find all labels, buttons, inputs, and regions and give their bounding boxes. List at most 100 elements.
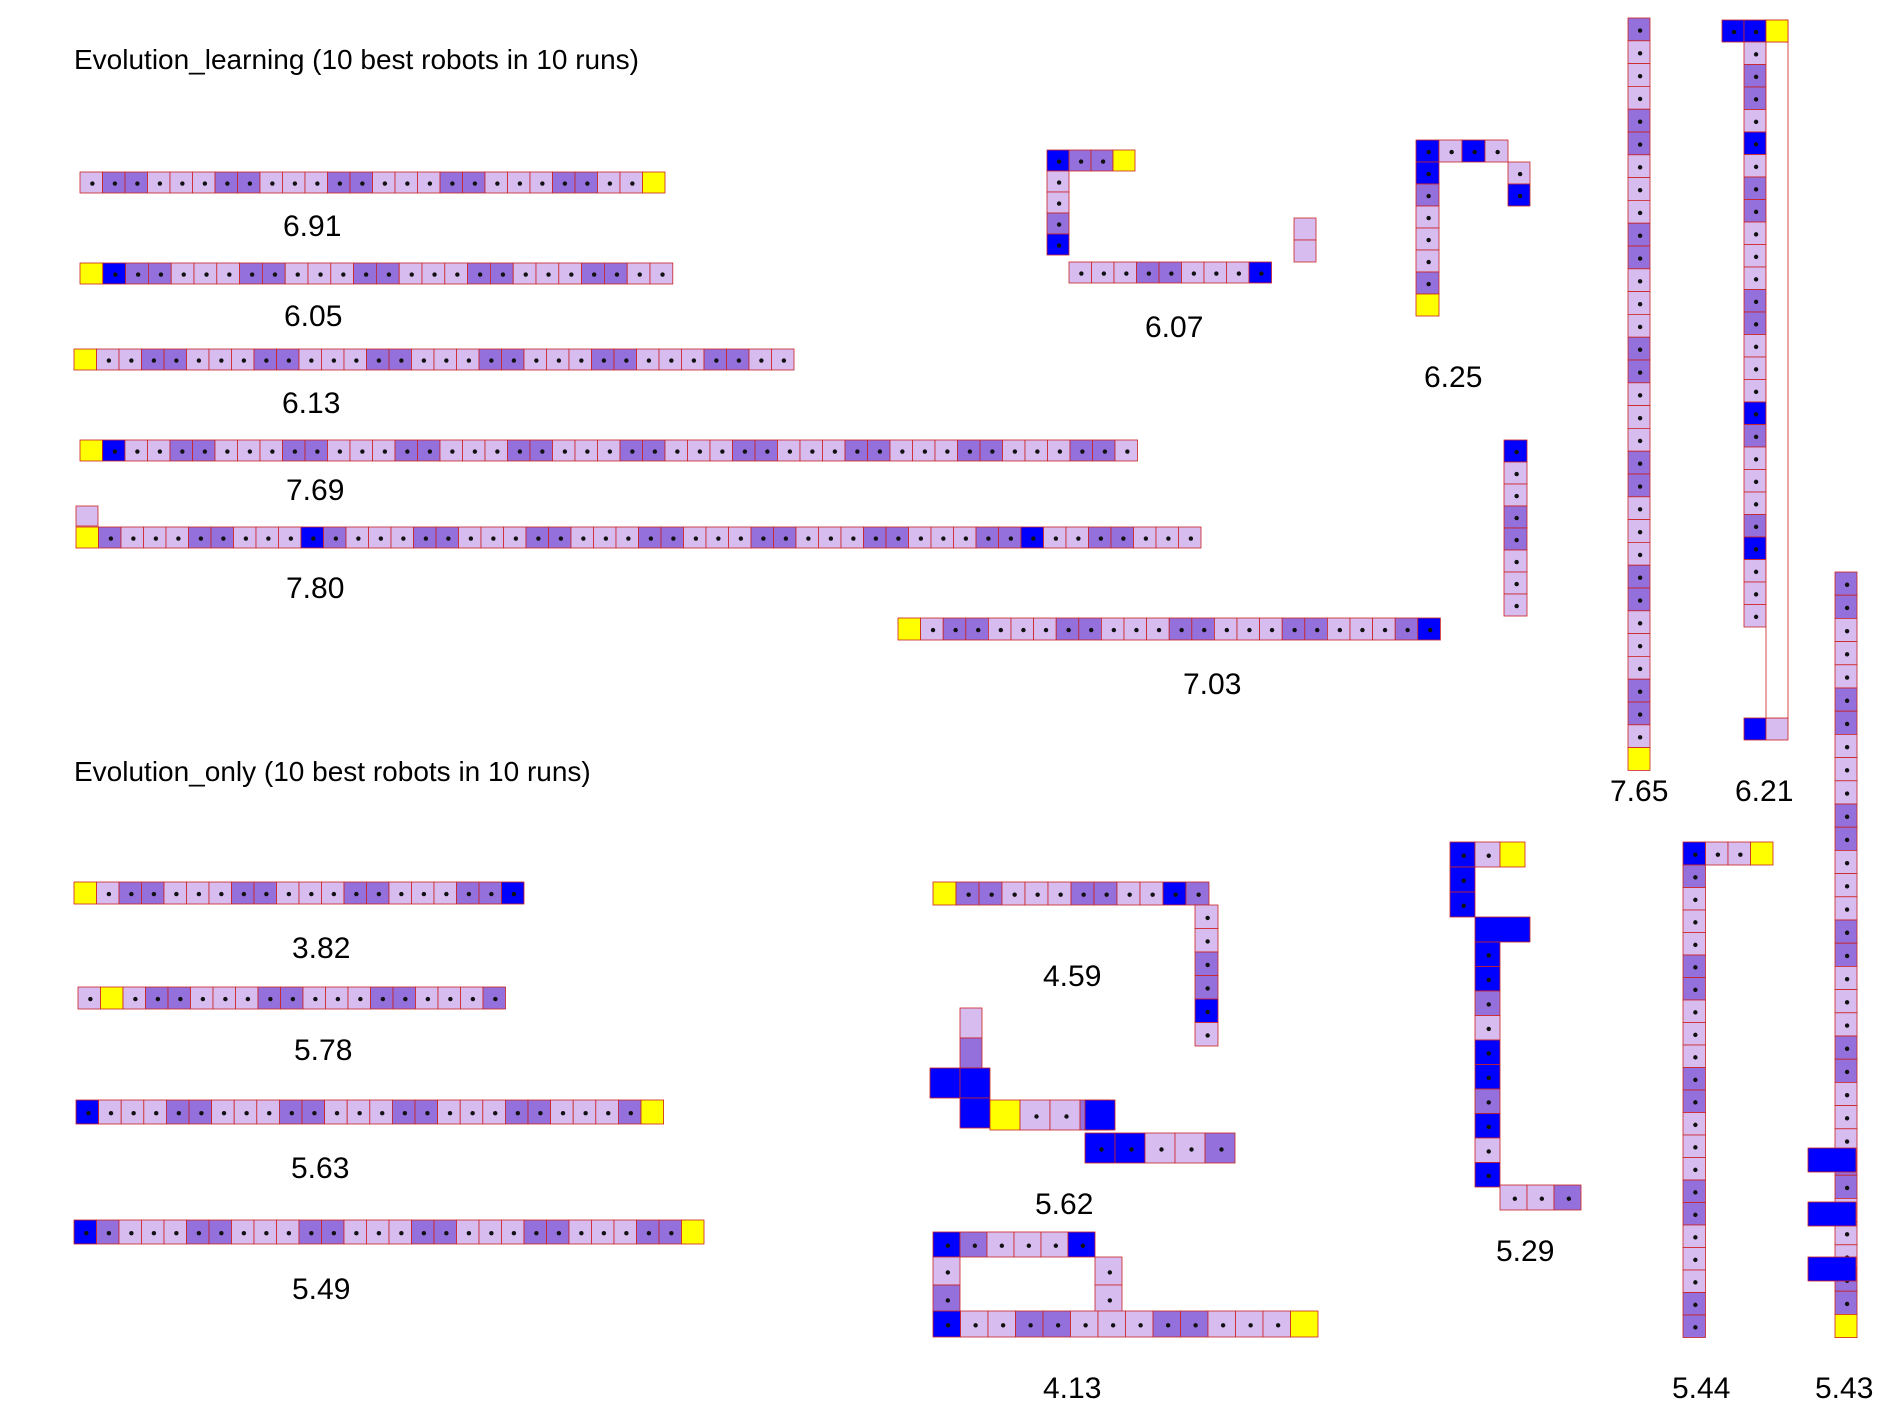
sensor-marker xyxy=(967,449,973,454)
sensor-marker xyxy=(1169,271,1174,276)
sensor-marker xyxy=(196,1231,202,1236)
sensor-marker xyxy=(466,891,472,897)
sensor-marker xyxy=(335,996,341,1002)
sensor-marker xyxy=(1844,1232,1850,1237)
sensor-marker xyxy=(1693,1190,1698,1195)
sensor-marker xyxy=(84,1231,89,1236)
sensor-marker xyxy=(810,449,815,454)
sensor-marker xyxy=(135,272,141,277)
sensor-marker xyxy=(783,536,789,541)
sensor-marker xyxy=(1844,1139,1850,1144)
sensor-marker xyxy=(606,1111,611,1116)
sensor-marker xyxy=(1076,536,1081,541)
sensor-marker xyxy=(1026,1243,1032,1248)
fitness-label: 5.49 xyxy=(292,1273,351,1306)
sensor-marker xyxy=(470,1111,475,1116)
sensor-marker xyxy=(1693,875,1698,880)
sensor-marker xyxy=(1056,159,1062,164)
sensor-marker xyxy=(1637,621,1643,626)
sensor-marker xyxy=(1028,1323,1033,1328)
sensor-marker xyxy=(421,891,427,897)
sensor-marker xyxy=(174,891,179,897)
sensor-marker xyxy=(1637,484,1643,489)
sensor-marker xyxy=(200,996,206,1002)
sensor-marker xyxy=(1844,1046,1850,1051)
core-module xyxy=(1765,19,1789,43)
sensor-marker xyxy=(1205,915,1210,921)
sensor-marker xyxy=(399,1231,404,1236)
sensor-marker xyxy=(266,536,271,541)
sensor-marker xyxy=(1064,1114,1069,1119)
sensor-marker xyxy=(334,1111,340,1116)
sensor-marker xyxy=(318,272,323,277)
sensor-marker xyxy=(241,1231,247,1236)
sensor-marker xyxy=(241,358,247,363)
joint-module xyxy=(1743,717,1767,741)
sensor-marker xyxy=(1715,852,1721,857)
sensor-marker xyxy=(989,892,994,897)
sensor-marker xyxy=(1058,892,1063,897)
sensor-marker xyxy=(1021,627,1026,633)
sensor-marker xyxy=(241,891,247,897)
sensor-marker xyxy=(972,1243,978,1248)
sensor-marker xyxy=(356,536,361,541)
sensor-marker xyxy=(1753,52,1759,57)
sensor-marker xyxy=(225,449,230,454)
sensor-marker xyxy=(922,449,928,454)
sensor-marker xyxy=(1844,860,1850,866)
sensor-marker xyxy=(108,1111,114,1116)
brick-module xyxy=(959,1007,983,1039)
sensor-marker xyxy=(1693,1212,1698,1218)
sensor-marker xyxy=(174,358,179,363)
sensor-marker xyxy=(1514,559,1519,565)
sensor-marker xyxy=(219,891,224,897)
sensor-marker xyxy=(1236,271,1242,276)
sensor-marker xyxy=(1637,438,1643,444)
sensor-marker xyxy=(113,272,118,277)
sensor-marker xyxy=(450,181,455,186)
sensor-marker xyxy=(1844,652,1850,657)
sensor-marker xyxy=(106,358,112,363)
sensor-marker xyxy=(781,358,787,363)
sensor-marker xyxy=(315,181,320,186)
sensor-marker xyxy=(376,891,382,897)
sensor-marker xyxy=(1693,1325,1698,1330)
sensor-marker xyxy=(151,891,157,897)
sensor-marker xyxy=(646,1231,652,1236)
sensor-marker xyxy=(1083,1323,1088,1328)
sensor-marker xyxy=(1031,536,1036,541)
sensor-marker xyxy=(1035,892,1040,897)
sensor-marker xyxy=(517,449,523,454)
sensor-marker xyxy=(421,358,427,363)
sensor-marker xyxy=(1259,271,1264,276)
sensor-marker xyxy=(1693,1302,1698,1308)
sensor-marker xyxy=(1693,1235,1698,1240)
sensor-marker xyxy=(1753,97,1759,102)
sensor-marker xyxy=(1196,892,1201,897)
sensor-marker xyxy=(493,996,498,1002)
sensor-marker xyxy=(523,272,528,277)
sensor-marker xyxy=(270,181,275,186)
sensor-marker xyxy=(1129,1147,1134,1152)
sensor-marker xyxy=(247,449,253,454)
sensor-marker xyxy=(309,358,314,363)
sensor-marker xyxy=(941,536,946,541)
sensor-marker xyxy=(268,996,273,1002)
sensor-marker xyxy=(86,1111,91,1116)
fitness-label: 6.25 xyxy=(1424,361,1483,394)
sensor-marker xyxy=(196,891,202,897)
core-module xyxy=(1834,1314,1858,1339)
sensor-marker xyxy=(1693,1010,1698,1015)
sensor-marker xyxy=(1138,1323,1143,1328)
sensor-marker xyxy=(1146,271,1152,276)
sensor-marker xyxy=(489,891,494,897)
joint-module xyxy=(1807,1147,1857,1173)
sensor-marker xyxy=(1205,939,1210,944)
sensor-marker xyxy=(158,272,164,277)
sensor-marker xyxy=(1043,627,1049,633)
joint-module xyxy=(959,1097,991,1129)
sensor-marker xyxy=(455,272,460,277)
sensor-marker xyxy=(1637,347,1643,352)
sensor-marker xyxy=(225,181,230,186)
sensor-marker xyxy=(720,449,725,454)
